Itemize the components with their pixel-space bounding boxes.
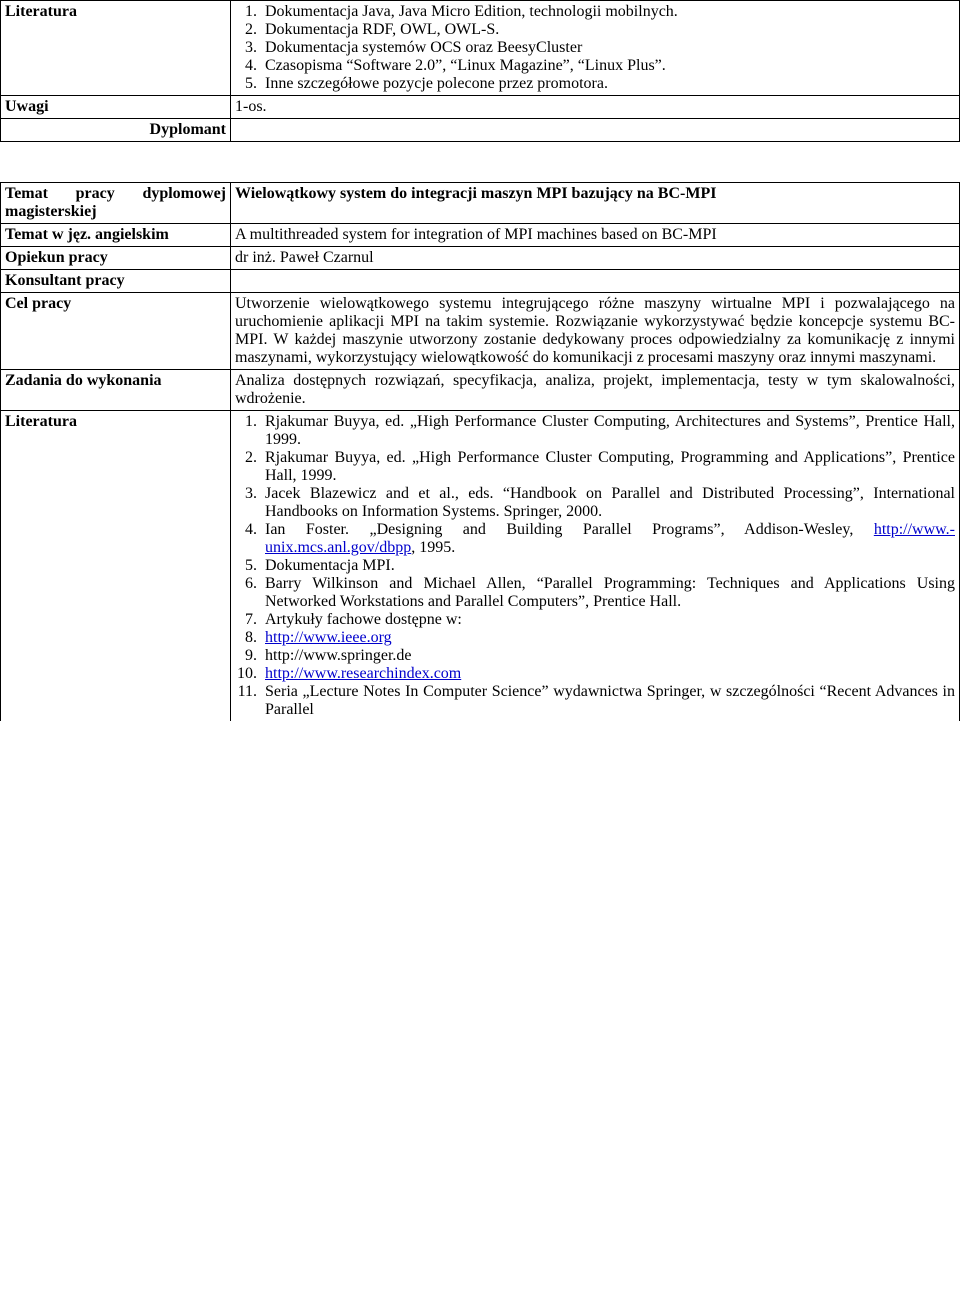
list-item: http://www.springer.de xyxy=(261,647,955,665)
table-row: Zadania do wykonaniaAnaliza dostępnych r… xyxy=(1,370,960,411)
row-label: Temat w jęz. angielskim xyxy=(1,224,231,247)
top-table: Literatura Dokumentacja Java, Java Micro … xyxy=(0,0,960,142)
row-label: Temat pracy dyplomowej magisterskiej xyxy=(1,183,231,224)
list-item: Ian Foster. „Designing and Building Para… xyxy=(261,521,955,557)
row-value: A multithreaded system for integration o… xyxy=(231,224,960,247)
list-item: Dokumentacja RDF, OWL, OWL-S. xyxy=(261,21,955,39)
row-value: Utworzenie wielowątkowego systemu integr… xyxy=(231,293,960,370)
list-item: Dokumentacja Java, Java Micro Edition, t… xyxy=(261,3,955,21)
row-value: dr inż. Paweł Czarnul xyxy=(231,247,960,270)
table-row: Dyplomant xyxy=(1,119,960,142)
list-item: Rjakumar Buyya, ed. „High Performance Cl… xyxy=(261,449,955,485)
list-item: http://www.ieee.org xyxy=(261,629,955,647)
link[interactable]: http://www.ieee.org xyxy=(265,629,392,646)
list-item: Dokumentacja systemów OCS oraz BeesyClus… xyxy=(261,39,955,57)
literature-list: Rjakumar Buyya, ed. „High Performance Cl… xyxy=(235,413,955,719)
table-row: Opiekun pracydr inż. Paweł Czarnul xyxy=(1,247,960,270)
table-row: Literatura Rjakumar Buyya, ed. „High Perf… xyxy=(1,411,960,722)
table-row: Cel pracyUtworzenie wielowątkowego syste… xyxy=(1,293,960,370)
bottom-table: Temat pracy dyplomowej magisterskiejWiel… xyxy=(0,182,960,721)
list-item: Seria „Lecture Notes In Computer Science… xyxy=(261,683,955,719)
row-value: Rjakumar Buyya, ed. „High Performance Cl… xyxy=(231,411,960,722)
table-row: Literatura Dokumentacja Java, Java Micro … xyxy=(1,1,960,96)
text: , 1995. xyxy=(411,539,455,556)
link[interactable]: http://www.researchindex.com xyxy=(265,665,461,682)
row-value: Dokumentacja Java, Java Micro Edition, t… xyxy=(231,1,960,96)
list-item: Artykuły fachowe dostępne w: xyxy=(261,611,955,629)
table-spacer xyxy=(0,142,960,182)
row-value xyxy=(231,270,960,293)
list-item: http://www.researchindex.com xyxy=(261,665,955,683)
list-item: Inne szczegółowe pozycje polecone przez … xyxy=(261,75,955,93)
table-row: Uwagi1-os. xyxy=(1,96,960,119)
list-item: Dokumentacja MPI. xyxy=(261,557,955,575)
row-label: Literatura xyxy=(1,411,231,722)
table-row: Temat w jęz. angielskimA multithreaded s… xyxy=(1,224,960,247)
list-item: Rjakumar Buyya, ed. „High Performance Cl… xyxy=(261,413,955,449)
row-label: Konsultant pracy xyxy=(1,270,231,293)
row-value: Wielowątkowy system do integracji maszyn… xyxy=(231,183,960,224)
row-label: Literatura xyxy=(1,1,231,96)
row-value xyxy=(231,119,960,142)
row-value: Analiza dostępnych rozwiązań, specyfikac… xyxy=(231,370,960,411)
row-label: Opiekun pracy xyxy=(1,247,231,270)
list-item: Czasopisma “Software 2.0”, “Linux Magazi… xyxy=(261,57,955,75)
table-row: Temat pracy dyplomowej magisterskiejWiel… xyxy=(1,183,960,224)
row-label: Zadania do wykonania xyxy=(1,370,231,411)
row-label: Cel pracy xyxy=(1,293,231,370)
list-item: Jacek Blazewicz and et al., eds. “Handbo… xyxy=(261,485,955,521)
row-label: Dyplomant xyxy=(1,119,231,142)
text: Ian Foster. „Designing and Building Para… xyxy=(265,521,874,538)
row-label: Uwagi xyxy=(1,96,231,119)
row-value: 1-os. xyxy=(231,96,960,119)
literature-list: Dokumentacja Java, Java Micro Edition, t… xyxy=(235,3,955,93)
table-row: Konsultant pracy xyxy=(1,270,960,293)
list-item: Barry Wilkinson and Michael Allen, “Para… xyxy=(261,575,955,611)
